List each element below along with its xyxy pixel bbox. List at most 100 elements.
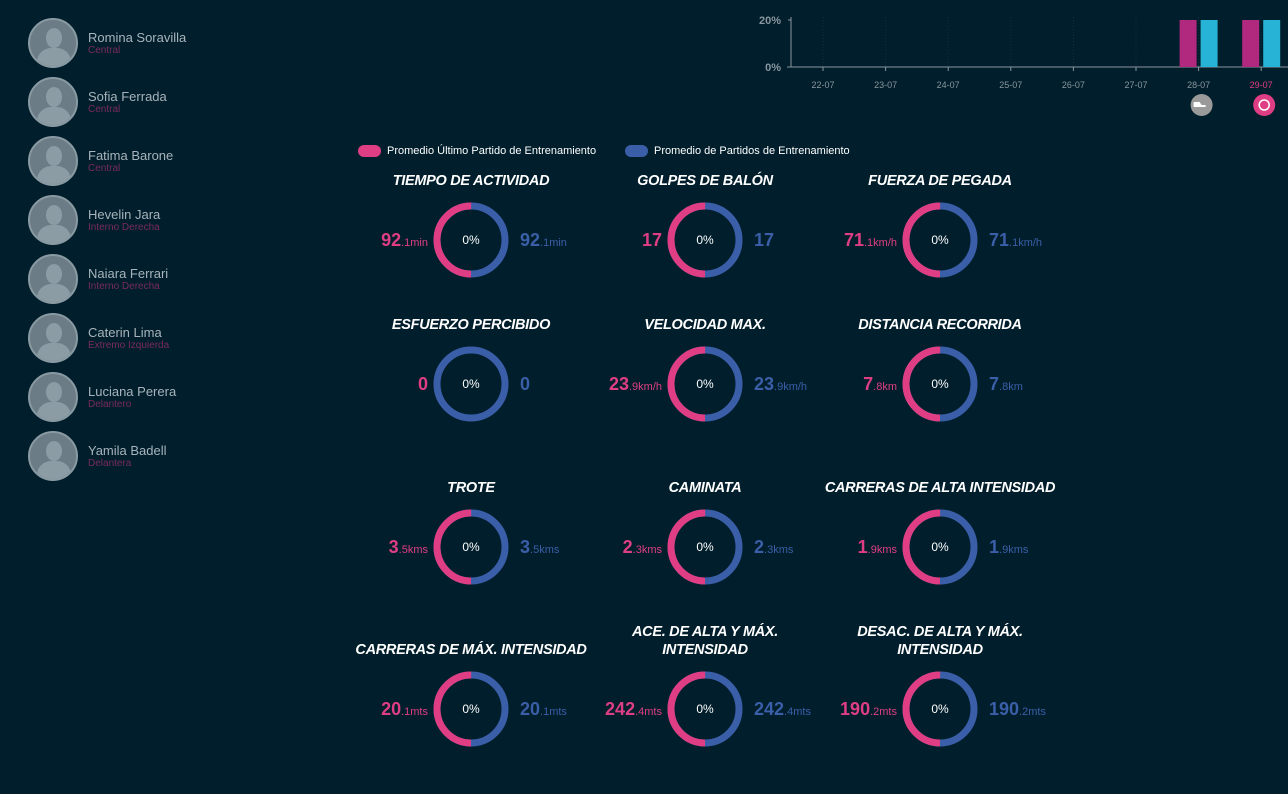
metric-title: DISTANCIA RECORRIDA [858, 317, 1022, 333]
player-role: Central [88, 163, 121, 174]
metric-percent: 0% [696, 377, 714, 391]
metric-title: DESAC. DE ALTA Y MÁX. INTENSIDAD [857, 624, 1023, 658]
legend-swatch-avg [625, 145, 648, 157]
player-item[interactable]: Naiara Ferrari Interno Derecha [28, 254, 248, 304]
x-tick-label: 25-07 [999, 80, 1022, 90]
metric-card: ACE. DE ALTA Y MÁX. INTENSIDAD 0% 242.4m… [588, 621, 822, 771]
player-role: Delantera [88, 458, 132, 469]
metric-card: TROTE 0% 3.5kms 3.5kms [354, 459, 588, 609]
player-item[interactable]: Caterin Lima Extremo Izquierda [28, 313, 248, 363]
metric-percent: 0% [696, 540, 714, 554]
metric-title: ESFUERZO PERCIBIDO [391, 317, 551, 333]
metric-avg-value: 1.9kms [989, 537, 1029, 557]
player-name: Luciana Perera [88, 384, 177, 399]
donut-last-arc [433, 202, 509, 278]
player-name: Romina Soravilla [88, 30, 187, 45]
metric-percent: 0% [931, 540, 949, 554]
metric-avg-value: 92.1min [520, 230, 567, 250]
metric-last-value: 3.5kms [388, 537, 428, 557]
player-name: Hevelin Jara [88, 207, 161, 222]
metric-last-value: 23.9km/h [608, 374, 662, 394]
donut-last-arc [902, 671, 978, 747]
metric-last-value: 0 [417, 374, 428, 394]
avatar [28, 431, 78, 481]
bar-magenta[interactable] [1242, 20, 1260, 67]
metric-donut [667, 509, 743, 585]
boot-glyph [1193, 102, 1206, 107]
metric-card: ESFUERZO PERCIBIDO 0% 0 0 [354, 296, 588, 446]
legend-label-last: Promedio Último Partido de Entrenamiento [387, 145, 597, 157]
metric-last-value: 7.8km [863, 374, 897, 394]
metric-percent: 0% [462, 233, 480, 247]
player-role: Central [88, 45, 121, 56]
metric-avg-value: 2.3kms [754, 537, 794, 557]
metric-last-value: 92.1min [381, 230, 428, 250]
metric-last-value: 190.2mts [840, 699, 897, 719]
metric-donut [902, 202, 978, 278]
metric-avg-value: 7.8km [989, 374, 1023, 394]
player-role: Interno Derecha [88, 222, 160, 233]
metric-avg-value: 23.9km/h [754, 374, 808, 394]
legend-swatch-last [358, 145, 381, 157]
avatar [28, 77, 78, 127]
avatar [28, 136, 78, 186]
x-tick-label: 24-07 [937, 80, 960, 90]
activity-bar-chart: 0% 20% 22-07 23-07 24-07 25-07 26-07 27-07 28-07… [759, 15, 1288, 116]
metric-percent: 0% [931, 233, 949, 247]
bar-cyan[interactable] [1263, 20, 1281, 67]
bar-magenta[interactable] [1179, 20, 1197, 67]
player-role: Central [88, 104, 121, 115]
x-tick-label: 22-07 [811, 80, 834, 90]
metric-percent: 0% [462, 540, 480, 554]
player-item[interactable]: Luciana Perera Delantero [28, 372, 248, 422]
player-item[interactable]: Fatima Barone Central [28, 136, 248, 186]
avatar [28, 18, 78, 68]
metric-last-value: 20.1mts [381, 699, 428, 719]
player-item[interactable]: Hevelin Jara Interno Derecha [28, 195, 248, 245]
player-item[interactable]: Romina Soravilla Central [28, 18, 248, 68]
metric-percent: 0% [696, 233, 714, 247]
metric-card: GOLPES DE BALÓN 0% 17 17 [588, 152, 822, 302]
donut-last-arc [667, 202, 743, 278]
metric-donut [902, 346, 978, 422]
player-item[interactable]: Yamila Badell Delantera [28, 431, 248, 481]
metric-title: GOLPES DE BALÓN [637, 173, 773, 189]
metric-avg-value: 190.2mts [989, 699, 1046, 719]
x-tick-label: 26-07 [1062, 80, 1085, 90]
x-tick-label: 28-07 [1187, 80, 1210, 90]
player-item[interactable]: Sofia Ferrada Central [28, 77, 248, 127]
player-name: Sofia Ferrada [88, 89, 167, 104]
metric-card: CARRERAS DE MÁX. INTENSIDAD 0% 20.1mts 2… [354, 621, 588, 771]
metric-title: FUERZA DE PEGADA [868, 173, 1012, 189]
metric-last-value: 2.3kms [622, 537, 662, 557]
metric-title: TROTE [447, 480, 495, 496]
x-tick-label: 27-07 [1124, 80, 1147, 90]
ball-glyph [1258, 99, 1270, 111]
metric-avg-value: 20.1mts [520, 699, 567, 719]
metric-avg-value: 3.5kms [520, 537, 560, 557]
donut-last-arc [433, 671, 509, 747]
player-role: Delantero [88, 399, 132, 410]
bar-cyan[interactable] [1200, 20, 1218, 67]
metric-donut [667, 346, 743, 422]
donut-last-arc [902, 202, 978, 278]
soccer-ball-icon[interactable] [1253, 94, 1276, 116]
metric-card: FUERZA DE PEGADA 0% 71.1km/h 71.1km/h [823, 152, 1057, 302]
metric-donut [433, 671, 509, 747]
metric-title: TIEMPO DE ACTIVIDAD [392, 173, 550, 189]
metric-donut [902, 509, 978, 585]
metric-card: CAMINATA 0% 2.3kms 2.3kms [588, 459, 822, 609]
metric-last-value: 1.9kms [857, 537, 897, 557]
player-name: Caterin Lima [88, 325, 162, 340]
player-role: Interno Derecha [88, 281, 160, 292]
metric-percent: 0% [931, 702, 949, 716]
donut-avg-arc [433, 346, 509, 422]
metric-last-value: 71.1km/h [843, 230, 897, 250]
metric-title: ACE. DE ALTA Y MÁX. INTENSIDAD [631, 624, 779, 658]
avatar [28, 254, 78, 304]
donut-last-arc [667, 346, 743, 422]
donut-last-arc [667, 671, 743, 747]
metric-avg-value: 71.1km/h [989, 230, 1043, 250]
avatar [28, 372, 78, 422]
metric-percent: 0% [931, 377, 949, 391]
